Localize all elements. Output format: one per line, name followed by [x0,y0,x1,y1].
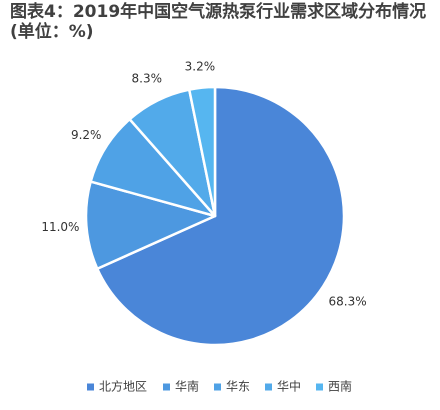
slice-value-label-4: 8.3% [132,72,163,86]
slice-value-label-2: 11.0% [41,220,79,234]
legend-marker-2 [163,383,170,391]
chart-subtitle: (单位：%) [10,22,94,42]
slice-value-label-1: 68.3% [329,294,367,308]
chart-title: 图表4：2019年中国空气源热泵行业需求区域分布情况 [10,2,427,22]
legend-marker-4 [265,383,272,391]
slice-value-label-3: 9.2% [71,128,102,142]
legend-label-5: 西南 [328,379,352,394]
legend-label-3: 华东 [226,380,250,394]
pie-slice-5 [187,85,217,218]
pie-slices [84,85,346,347]
pie-slice-2 [84,180,217,270]
legend-label-2: 华南 [175,379,199,394]
pie-slice-1 [96,85,346,347]
legend-marker-1 [87,383,94,391]
pie-value-labels: 68.3% 11.0% 9.2% 8.3% 3.2% [41,59,366,308]
legend-label-4: 华中 [277,379,301,394]
legend-marker-3 [214,383,221,391]
slice-value-label-5: 3.2% [185,59,216,73]
legend: 北方地区 华南 华东 华中 西南 [87,379,352,394]
legend-label-1: 北方地区 [99,379,147,394]
legend-marker-5 [316,383,323,391]
